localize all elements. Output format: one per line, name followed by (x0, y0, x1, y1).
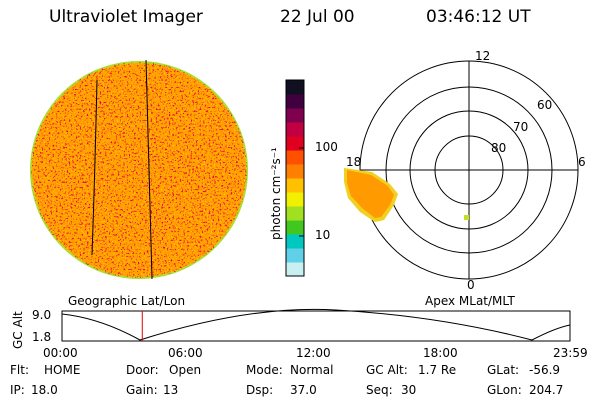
mlat-label-60: 60 (537, 98, 553, 112)
colorbar-swatch (286, 262, 304, 277)
disc-texture-dark (31, 62, 247, 278)
mlt-label-12: 12 (475, 49, 491, 63)
timeline-frame (61, 310, 571, 342)
timeline-xtick-1800: 18:00 (423, 346, 458, 360)
flt-value: HOME (44, 363, 81, 377)
instrument-title: Ultraviolet Imager (49, 7, 203, 27)
aurora-blob (347, 170, 394, 218)
observation-date: 22 Jul 00 (280, 7, 355, 27)
longitude-line-left (91, 79, 98, 256)
color-bar (285, 79, 305, 277)
apex-caption: Apex MLat/MLT (425, 294, 515, 308)
gain-label: Gain: (126, 383, 158, 397)
colorbar-swatch (286, 80, 304, 95)
ip-value: 18.0 (31, 383, 58, 397)
timeline-xtick-1200: 12:00 (296, 346, 331, 360)
timeline-ytick-bottom: 1.8 (32, 330, 52, 344)
timeline-xtick-0600: 06:00 (168, 346, 203, 360)
glat-value: -56.9 (529, 363, 561, 377)
gain-value: 13 (163, 383, 179, 397)
colorbar-swatch (286, 136, 304, 151)
timeline-ylabel: GC Alt (11, 311, 25, 349)
colorbar-tick-100: 100 (315, 140, 338, 154)
mlat-label-80: 80 (491, 141, 507, 155)
dsp-label: Dsp: (246, 383, 274, 397)
geographic-image (30, 59, 248, 280)
colorbar-unit-label: photon cm⁻²s⁻¹ (269, 147, 283, 240)
timeline-ytick-top: 9.0 (32, 308, 52, 322)
altitude-curve (61, 308, 571, 341)
colorbar-swatch (286, 192, 304, 207)
aurora-spot (464, 215, 469, 220)
colorbar-tick-10: 10 (315, 228, 331, 242)
colorbar-swatch (286, 108, 304, 123)
gc-alt-label: GC Alt: (366, 363, 408, 377)
colorbar-swatch (286, 206, 304, 221)
seq-value: 30 (401, 383, 417, 397)
colorbar-swatch (286, 150, 304, 165)
geographic-caption: Geographic Lat/Lon (68, 294, 186, 308)
gc-alt-value: 1.7 Re (418, 363, 457, 377)
ip-label: IP: (10, 383, 25, 397)
door-value: Open (169, 363, 202, 377)
glon-label: GLon: (487, 383, 522, 397)
mlt-label-6: 6 (578, 155, 586, 169)
mlat-label-70: 70 (513, 120, 529, 134)
colorbar-swatch (286, 220, 304, 235)
colorbar-swatch (286, 94, 304, 109)
door-label: Door: (126, 363, 159, 377)
timeline-xtick-0000: 00:00 (43, 346, 78, 360)
seq-label: Seq: (366, 383, 393, 397)
mode-label: Mode: (246, 363, 283, 377)
colorbar-swatch (286, 248, 304, 263)
colorbar-swatch (286, 178, 304, 193)
longitude-line-right (145, 59, 153, 280)
colorbar-swatch (286, 234, 304, 249)
mlt-label-0: 0 (467, 278, 475, 292)
dsp-value: 37.0 (290, 383, 317, 397)
colorbar-swatch (286, 164, 304, 179)
colorbar-frame (285, 79, 305, 277)
flt-label: Flt: (10, 363, 29, 377)
mode-value: Normal (290, 363, 334, 377)
glon-value: 204.7 (529, 383, 564, 397)
observation-time: 03:46:12 UT (426, 7, 531, 27)
altitude-timeline (61, 308, 571, 342)
glat-label: GLat: (487, 363, 520, 377)
colorbar-swatch (286, 122, 304, 137)
timeline-xtick-2359: 23:59 (553, 346, 588, 360)
polar-plot (344, 60, 579, 280)
mlt-label-18: 18 (346, 155, 362, 169)
